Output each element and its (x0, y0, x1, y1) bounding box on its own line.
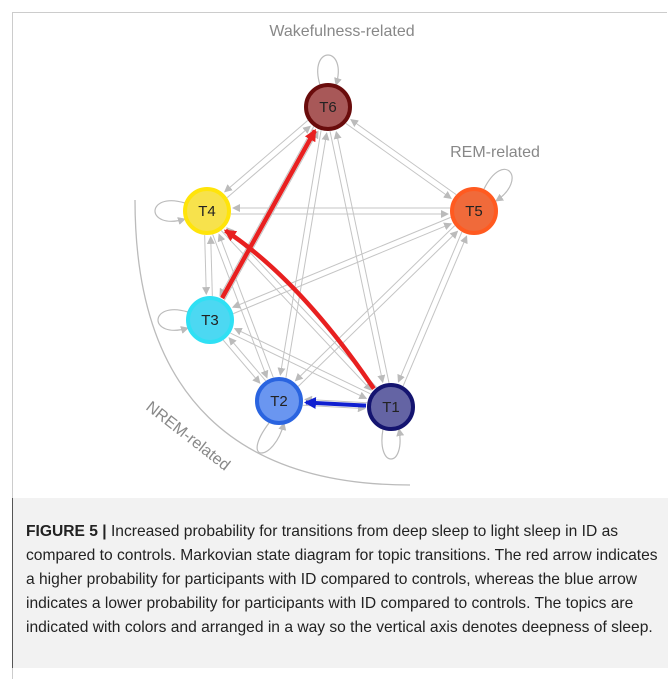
transition-edge (345, 122, 452, 199)
group-label: REM-related (450, 144, 540, 161)
transition-edge (397, 231, 463, 383)
transition-edge (231, 216, 451, 309)
transition-edge (333, 130, 390, 383)
transition-edge (277, 130, 322, 376)
transition-edge (297, 230, 459, 387)
transition-edge (223, 130, 319, 301)
transition-edge (206, 235, 215, 296)
self-loop (157, 309, 189, 334)
topic-node (255, 377, 303, 425)
transition-edge (350, 119, 457, 196)
self-loop (317, 54, 342, 86)
group-label: Wakefulness-related (269, 23, 414, 40)
transition-edge (230, 332, 368, 400)
transition-edge (228, 337, 267, 382)
topic-label: T2 (270, 393, 288, 410)
group-label: NREM-related (143, 399, 233, 475)
topic-node (450, 187, 498, 235)
transition-edge (402, 235, 468, 387)
caption: FIGURE 5 | Increased probability for tra… (12, 498, 668, 668)
topic-label: T1 (382, 399, 400, 416)
transition-edge (226, 125, 311, 199)
transition-edge (220, 230, 372, 391)
transition-edge (233, 327, 371, 395)
transition-edge (202, 235, 211, 296)
transition-edge (294, 225, 456, 382)
self-loop (483, 168, 513, 202)
topic-label: T3 (201, 312, 219, 329)
transition-edge (233, 222, 453, 315)
topic-node (304, 83, 352, 131)
nrem-arc (134, 199, 411, 486)
topic-label: T4 (198, 203, 216, 220)
increased-transition (220, 128, 317, 300)
topic-label: T5 (465, 203, 483, 220)
frame (12, 12, 667, 679)
topic-label: T6 (319, 99, 337, 116)
transition-edge (224, 119, 309, 193)
transition-edge (285, 132, 330, 378)
self-loop (381, 428, 405, 460)
transition-edge (329, 131, 386, 384)
diagram: T1 T2 T3 T4 T5 T6 Wakefulness-related REM-rel… (134, 23, 540, 486)
caption-label: FIGURE 5 | (26, 523, 107, 540)
self-loop (154, 200, 186, 225)
transition-edge (222, 339, 261, 384)
topic-node (367, 383, 415, 431)
transition-edge (219, 126, 315, 297)
topic-node (186, 296, 234, 344)
transition-edge (217, 233, 274, 378)
decreased-transition (303, 396, 367, 409)
self-loop (256, 422, 287, 454)
increased-transition (223, 228, 376, 391)
caption-text: Increased probability for transitions fr… (26, 523, 658, 636)
topic-node (183, 187, 231, 235)
